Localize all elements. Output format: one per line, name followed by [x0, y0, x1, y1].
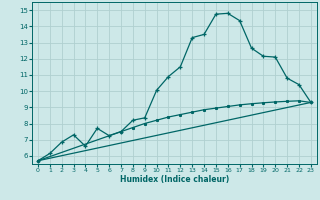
X-axis label: Humidex (Indice chaleur): Humidex (Indice chaleur) [120, 175, 229, 184]
